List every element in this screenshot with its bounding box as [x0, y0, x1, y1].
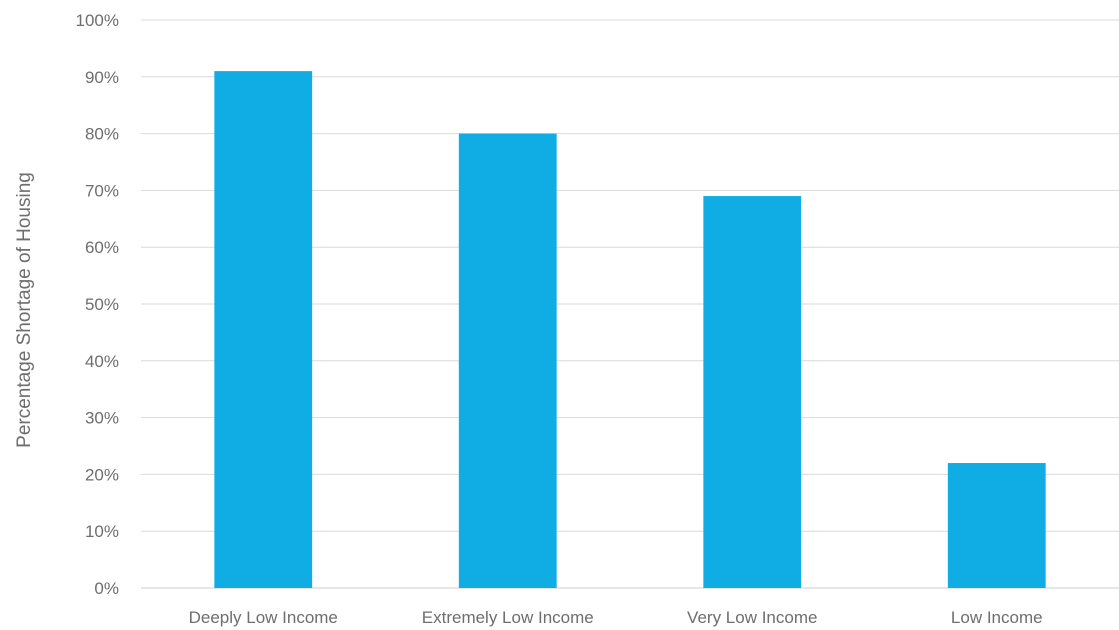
bar — [947, 463, 1046, 588]
y-tick-label: 10% — [85, 522, 119, 541]
y-tick-label: 20% — [85, 465, 119, 484]
y-tick-label: 50% — [85, 295, 119, 314]
x-axis-tick-labels: Deeply Low Income Extremely Low Income Ver… — [189, 608, 1043, 627]
y-axis-tick-labels: 0% 10% 20% 30% 40% 50% 60% 70% 80% 90% 100% — [76, 11, 119, 598]
y-tick-label: 100% — [76, 11, 119, 30]
y-tick-label: 30% — [85, 409, 119, 428]
bar — [458, 133, 557, 588]
x-tick-label: Extremely Low Income — [422, 608, 594, 627]
y-tick-label: 40% — [85, 352, 119, 371]
x-tick-label: Low Income — [951, 608, 1043, 627]
y-tick-label: 0% — [94, 579, 119, 598]
y-tick-label: 90% — [85, 68, 119, 87]
y-tick-label: 80% — [85, 125, 119, 144]
bar — [214, 71, 313, 589]
y-tick-label: 70% — [85, 181, 119, 200]
bar — [703, 196, 802, 588]
y-tick-label: 60% — [85, 238, 119, 257]
bars — [214, 71, 1046, 589]
x-tick-label: Deeply Low Income — [189, 608, 338, 627]
x-tick-label: Very Low Income — [687, 608, 817, 627]
y-axis-title: Percentage Shortage of Housing — [14, 172, 35, 448]
